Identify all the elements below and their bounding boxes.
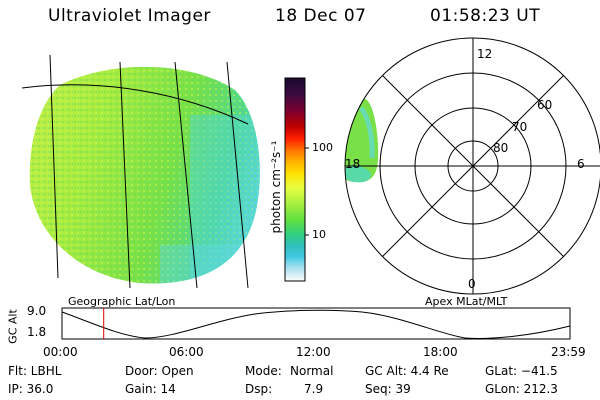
colorbar-tick-10: 10 (312, 228, 326, 241)
mode-label: Mode: (245, 364, 282, 378)
colorbar (284, 77, 309, 282)
glat-info: GLat: −41.5 (485, 364, 558, 378)
alt-ytick-top: 9.0 (27, 304, 47, 318)
alt-xtick-3: 18:00 (423, 345, 458, 359)
alt-xtick-1: 06:00 (169, 345, 204, 359)
door-info: Door: Open (125, 364, 194, 378)
instrument-title: Ultraviolet Imager (48, 6, 211, 26)
colorbar-tick-100: 100 (312, 141, 333, 154)
alt-xtick-0: 00:00 (43, 345, 78, 359)
polar-plot (344, 37, 600, 295)
lat-label-80: 80 (493, 141, 509, 155)
mode-value: Normal (290, 364, 334, 378)
alt-ytick-bottom: 1.8 (27, 325, 47, 339)
filter-info: Flt: LBHL (8, 364, 62, 378)
geo-panel-label: Geographic Lat/Lon (68, 295, 176, 308)
lat-label-70: 70 (512, 120, 528, 134)
polar-panel-label: Apex MLat/MLT (425, 295, 508, 308)
mlt-label-0: 0 (468, 277, 476, 291)
gc-alt-info: GC Alt: 4.4 Re (365, 364, 449, 378)
dsp-value: 7.9 (304, 382, 324, 396)
date-label: 18 Dec 07 (275, 6, 367, 26)
dsp-label: Dsp: (245, 382, 273, 396)
geo-image (29, 66, 260, 284)
ip-info: IP: 36.0 (8, 382, 54, 396)
alt-xtick-2: 12:00 (296, 345, 331, 359)
glon-info: GLon: 212.3 (485, 382, 558, 396)
alt-xtick-4: 23:59 (551, 345, 586, 359)
seq-info: Seq: 39 (365, 382, 411, 396)
gain-info: Gain: 14 (125, 382, 176, 396)
time-label: 01:58:23 UT (430, 6, 541, 26)
mlt-label-18: 18 (345, 157, 361, 171)
mlt-label-6: 6 (577, 157, 585, 171)
lat-label-60: 60 (537, 98, 553, 112)
mlt-label-12: 12 (477, 47, 493, 61)
